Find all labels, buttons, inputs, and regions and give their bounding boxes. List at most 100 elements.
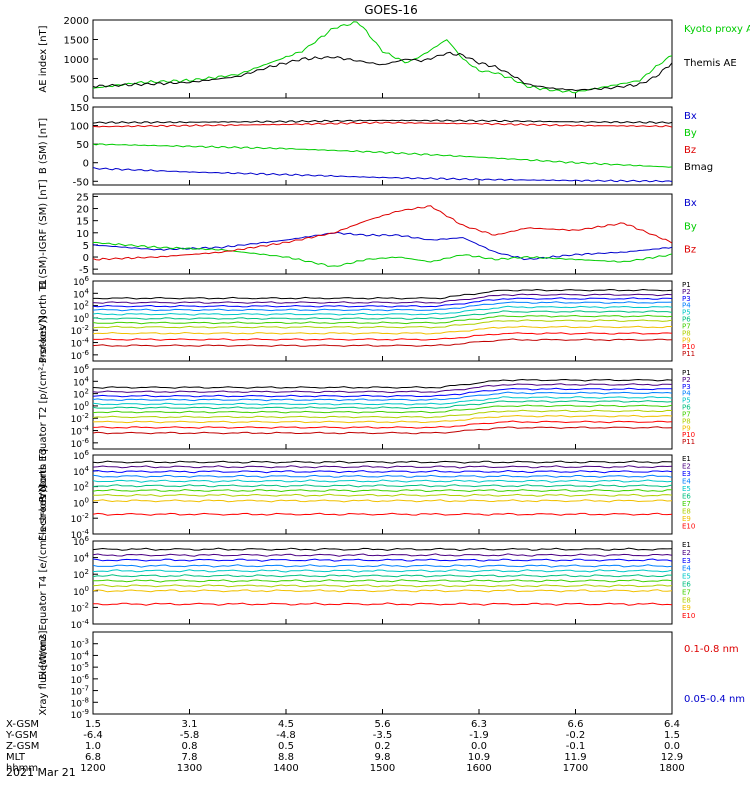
legend-entry: Bx [684,198,697,209]
channel-label: E4 [682,565,691,573]
legend-entry: 0.1-0.8 nm [684,644,739,655]
channel-label: E10 [682,523,695,531]
y-tick-label: 10 [76,229,89,240]
time-axis-value: 1.0 [85,741,101,752]
y-tick-label: 50 [76,140,89,151]
y-tick-label: 10-5 [71,661,89,674]
y-tick-label: 104 [73,287,89,300]
panel-pe: Protons Equator T2 [p/(cm²-s-sr-keV)] 10-… [38,316,695,503]
time-axis-value: 0.2 [375,741,391,752]
time-axis-value: 1300 [177,763,202,774]
time-axis-value: 0.0 [471,741,487,752]
channel-line-e4 [93,564,672,568]
channel-label: P2 [682,288,691,296]
legend-entry: Kyoto proxy AE [684,24,750,35]
y-tick-label: 100 [73,585,89,598]
channel-label: E4 [682,478,691,486]
channel-line-e6 [93,484,672,488]
channel-label: P5 [682,309,691,317]
channel-line-p5 [93,305,672,316]
time-axis-value: 9.8 [375,752,391,763]
channel-line-p11 [93,426,672,435]
y-axis-label: Xray flux [W/m2] [38,630,49,715]
channel-line-e9 [93,589,672,593]
channel-label: E2 [682,463,691,471]
channel-line-e4 [93,474,672,478]
channel-line-e10 [93,512,672,516]
y-tick-label: 10-8 [71,696,89,709]
y-tick-label: 150 [70,103,89,114]
y-tick-label: 0 [83,94,89,105]
y-tick-label: 102 [73,481,89,494]
channel-line-e1 [93,460,672,464]
series-line-kyoto-proxy-ae [93,21,672,94]
channel-label: P6 [682,404,691,412]
channel-line-p7 [93,314,672,325]
channel-line-p8 [93,319,672,329]
channel-label: P3 [682,383,691,391]
series-line-by [93,143,672,168]
time-axis-value: 6.4 [664,719,680,730]
plot-area [93,547,672,606]
time-axis-row-label: MLT [6,752,26,763]
time-axis-value: 0.5 [278,741,294,752]
channel-line-e7 [93,579,672,583]
channel-line-e9 [93,499,672,503]
channel-label: E1 [682,541,691,549]
time-axis-value: 8.8 [278,752,294,763]
y-tick-label: 102 [73,300,89,313]
channel-label: P7 [682,322,691,330]
y-tick-label: 104 [73,465,89,478]
channel-label: E3 [682,557,691,565]
channel-label: E2 [682,549,691,557]
y-tick-label: 100 [70,122,89,133]
y-tick-label: 10-3 [71,638,89,651]
plot-area [93,460,672,516]
y-tick-label: 104 [73,375,89,388]
y-tick-label: 10-9 [71,708,89,721]
y-tick-label: 0 [83,253,89,264]
y-tick-label: 0 [83,159,89,170]
channel-line-p10 [93,420,672,429]
time-axis-value: 6.8 [85,752,101,763]
time-axis-value: 7.8 [182,752,198,763]
y-tick-label: 10-4 [71,649,90,662]
time-axis-value: -6.4 [83,730,103,741]
series-line-by [93,241,672,267]
time-axis-value: 0.8 [182,741,198,752]
plot-area [93,21,672,94]
time-axis-value: -1.9 [469,730,489,741]
y-tick-label: 10-2 [71,601,89,614]
panel-frame [92,540,673,625]
channel-label: E9 [682,604,691,612]
time-axis-value: 5.6 [375,719,391,730]
panel-xray: Xray flux [W/m2] 10-910-810-710-610-510-4… [38,630,745,721]
panel-pn: Protons North T1 10-610-410-2100102104106… [38,275,695,363]
channel-label: P5 [682,397,691,405]
time-axis-value: 1700 [563,763,588,774]
y-tick-label: 20 [76,205,89,216]
channel-label: P1 [682,281,691,289]
channel-line-e8 [93,493,672,497]
channel-line-p2 [93,293,672,304]
time-axis-value: 6.6 [568,719,584,730]
panel-frame [92,631,673,715]
channel-line-e5 [93,569,672,573]
series-line-bx [93,231,672,261]
channel-label: P10 [682,343,695,351]
channel-label: E3 [682,470,691,478]
channel-line-p6 [93,400,672,410]
channel-label: P10 [682,431,695,439]
time-axis-value: 0.0 [664,741,680,752]
legend-entry: Themis AE [683,58,737,69]
y-tick-label: 10-4 [71,528,90,541]
y-tick-label: 10-4 [71,618,90,631]
legend-entry: Bx [684,111,697,122]
channel-line-p3 [93,297,672,308]
panel-en: Electrons North T3 10-4 10-2 100 102 104 106 E1… [38,448,695,541]
channel-label: E8 [682,596,691,604]
time-axis-value: 1800 [659,763,684,774]
